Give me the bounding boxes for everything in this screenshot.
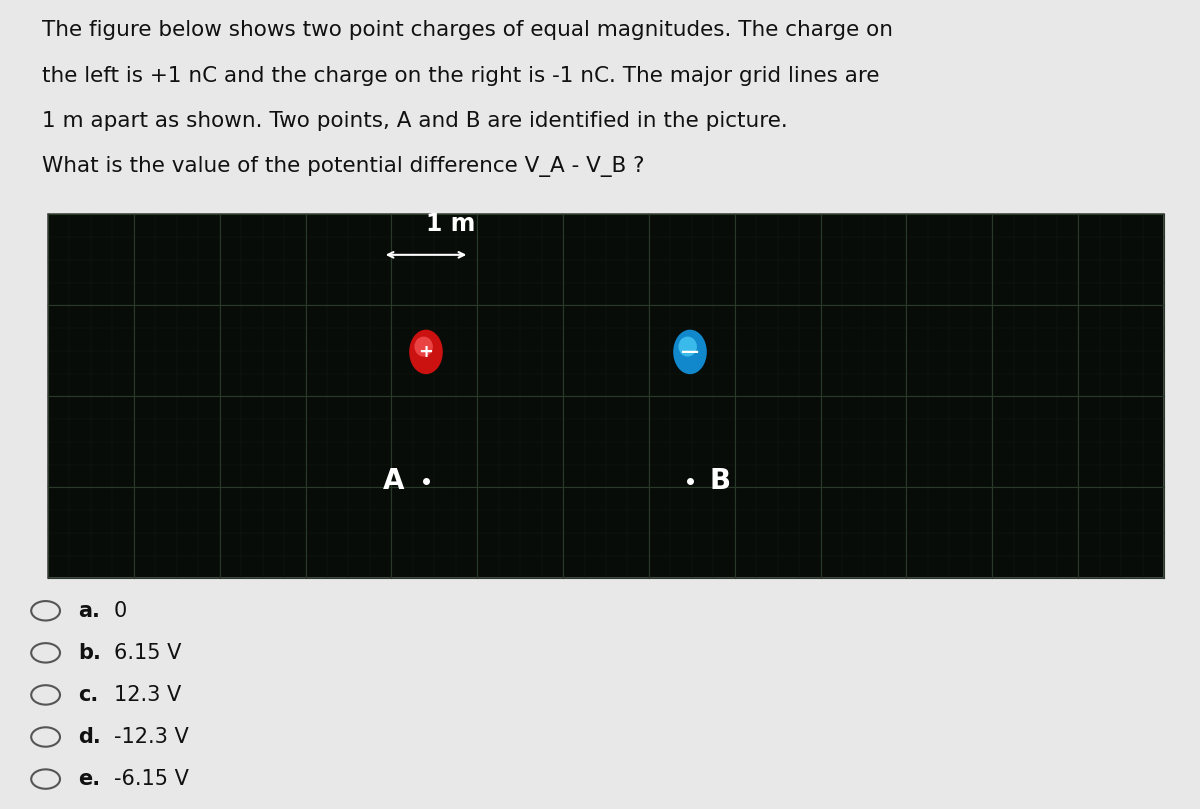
Text: What is the value of the potential difference V_A - V_B ?: What is the value of the potential diffe…	[42, 156, 644, 177]
Text: 1 m apart as shown. Two points, A and B are identified in the picture.: 1 m apart as shown. Two points, A and B …	[42, 111, 787, 131]
Text: -6.15 V: -6.15 V	[114, 769, 188, 789]
Text: A: A	[383, 468, 404, 495]
Text: 12.3 V: 12.3 V	[114, 685, 181, 705]
Text: d.: d.	[78, 727, 101, 747]
Text: B: B	[709, 468, 731, 495]
Text: 0: 0	[114, 601, 127, 621]
Text: 6.15 V: 6.15 V	[114, 643, 181, 663]
Text: c.: c.	[78, 685, 98, 705]
Text: b.: b.	[78, 643, 101, 663]
Text: the left is +1 nC and the charge on the right is -1 nC. The major grid lines are: the left is +1 nC and the charge on the …	[42, 66, 880, 86]
Text: -12.3 V: -12.3 V	[114, 727, 188, 747]
Text: a.: a.	[78, 601, 100, 621]
Text: 1 m: 1 m	[426, 212, 475, 236]
Ellipse shape	[409, 330, 443, 374]
Text: —: —	[680, 343, 700, 361]
Ellipse shape	[678, 337, 697, 357]
Ellipse shape	[414, 337, 433, 357]
Text: The figure below shows two point charges of equal magnitudes. The charge on: The figure below shows two point charges…	[42, 20, 893, 40]
Bar	[48, 214, 1164, 578]
Text: +: +	[419, 343, 433, 361]
Ellipse shape	[673, 330, 707, 374]
Text: e.: e.	[78, 769, 100, 789]
